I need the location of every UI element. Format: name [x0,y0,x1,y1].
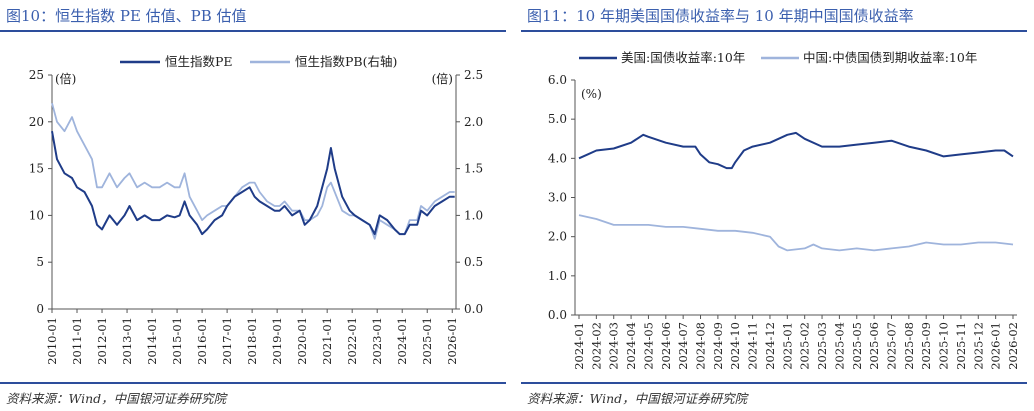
right-source-rule [521,382,1027,384]
x-tick-label: 2025-07 [884,322,898,370]
x-tick-label: 2022-01 [345,317,359,365]
x-tick-label: 2014-01 [145,317,159,365]
x-tick-label: 2024-02 [589,322,603,370]
right-y-tick-label: 1.5 [464,162,483,176]
x-tick-label: 2024-08 [694,322,708,370]
x-tick-label: 2020-01 [295,317,309,365]
x-tick-label: 2024-06 [659,322,673,370]
x-tick-label: 2026-01 [989,322,1003,370]
x-tick-label: 2016-01 [195,317,209,365]
x-tick-label: 2023-01 [370,317,384,365]
x-tick-label: 2018-01 [245,317,259,365]
x-tick-label: 2025-04 [832,322,846,370]
left-y-tick-label: 10 [29,208,44,222]
right-y-tick-label: 1.0 [464,208,483,222]
x-tick-label: 2025-10 [937,322,951,370]
left-y-tick-label: 5 [36,255,44,269]
right-title-rule [521,30,1027,32]
left-title-rule [0,30,506,32]
legend-label-pb: 恒生指数PB(右轴) [295,54,397,69]
x-tick-label: 2025-08 [902,322,916,370]
left-y-unit: (倍) [55,71,76,86]
x-tick-label: 2024-09 [711,322,725,370]
x-tick-label: 2010-01 [45,317,59,365]
y-tick-label: 0.0 [548,308,567,322]
x-tick-label: 2024-03 [607,322,621,370]
left-y-tick-label: 15 [29,162,44,176]
x-tick-label: 2015-01 [170,317,184,365]
series-line-pe [51,131,455,236]
right-y-tick-label: 2.0 [464,115,483,129]
x-tick-label: 2024-11 [746,322,760,370]
x-tick-label: 2026-01 [445,317,459,365]
x-tick-label: 2024-07 [676,322,690,370]
legend-label-cn: 中国:中债国债到期收益率:10年 [803,50,977,65]
y-tick-label: 3.0 [548,191,567,205]
left-source-note: 资料来源：Wind，中国银河证券研究院 [6,391,227,406]
series-line-pb [51,102,455,240]
right-y-tick-label: 2.5 [464,68,483,82]
y-tick-label: 4.0 [548,151,567,165]
x-tick-label: 2024-01 [395,317,409,365]
hsi-valuation-chart: 0 5 10 15 20 25 0.0 0.5 1.0 1.5 2.0 2.5 (倍) (倍) 2010-0… [29,54,483,365]
x-tick-label: 2025-01 [780,322,794,370]
legend-label-pe: 恒生指数PE [165,54,233,69]
series-line-cn-10y [578,214,1014,252]
left-chart-title: 图10：恒生指数 PE 估值、PB 估值 [6,7,247,25]
bond-yield-chart: 0.0 1.0 2.0 3.0 4.0 5.0 6.0 (%) 2024-01 2024-02 20… [548,50,1020,370]
series-line-us-10y [578,131,1014,170]
y-tick-label: 6.0 [548,73,567,87]
x-tick-label: 2024-10 [728,322,742,370]
left-y-tick-label: 0 [36,302,44,316]
right-y-tick-label: 0.0 [464,302,483,316]
x-tick-label: 2025-11 [954,322,968,370]
y-tick-label: 5.0 [548,112,567,126]
x-tick-label: 2025-05 [850,322,864,370]
legend-label-us: 美国:国债收益率:10年 [621,50,745,65]
x-tick-label: 2024-05 [641,322,655,370]
x-tick-label: 2011-01 [70,317,84,365]
x-tick-label: 2021-01 [320,317,334,365]
x-tick-label: 2013-01 [120,317,134,365]
x-tick-label: 2025-01 [420,317,434,365]
y-tick-label: 2.0 [548,230,567,244]
x-tick-label: 2024-01 [572,322,586,370]
x-tick-label: 2012-01 [95,317,109,365]
y-unit: (%) [581,87,602,101]
x-tick-label: 2024-12 [763,322,777,370]
left-source-rule [0,382,506,384]
left-y-tick-label: 25 [29,68,44,82]
left-y-tick-label: 20 [29,115,44,129]
x-tick-label: 2025-09 [919,322,933,370]
right-y-unit: (倍) [432,71,453,86]
y-tick-label: 1.0 [548,269,567,283]
x-tick-label: 2025-12 [971,322,985,370]
x-tick-label: 2024-04 [624,322,638,370]
x-tick-label: 2017-01 [220,317,234,365]
right-y-tick-label: 0.5 [464,255,483,269]
x-tick-label: 2025-03 [815,322,829,370]
left-chart-panel: 图10：恒生指数 PE 估值、PB 估值 0 5 10 15 20 25 0.0 0.5 1.0… [0,0,506,411]
x-tick-label: 2025-02 [798,322,812,370]
x-tick-label: 2026-02 [1006,322,1020,370]
x-tick-label: 2019-01 [270,317,284,365]
right-source-note: 资料来源：Wind，中国银河证券研究院 [527,391,748,406]
x-tick-label: 2025-06 [867,322,881,370]
right-chart-title: 图11：10 年期美国国债收益率与 10 年期中国国债收益率 [527,7,914,25]
right-chart-panel: 图11：10 年期美国国债收益率与 10 年期中国国债收益率 0.0 1.0 2.0… [521,0,1027,411]
